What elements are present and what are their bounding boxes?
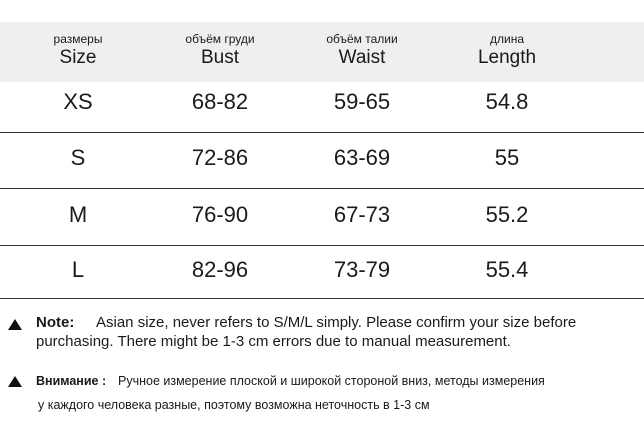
table-cell: 73-79: [333, 257, 391, 282]
column-header-ru: объём талии: [326, 32, 398, 46]
table-cell: 59-65: [333, 89, 391, 114]
table-cell: 55.2: [485, 202, 529, 227]
column-header-en: Size: [59, 47, 97, 68]
note-icon: [8, 319, 22, 330]
table-cell: 54.8: [485, 89, 529, 114]
column-header-ru: длина: [489, 32, 525, 46]
note-label: Note:: [36, 314, 75, 331]
note-text: Ручное измерение плоской и широкой сторо…: [118, 374, 545, 388]
table-cell: 55: [494, 145, 520, 170]
table-cell: XS: [63, 89, 93, 114]
row-rule: [0, 245, 644, 246]
row-rule: [0, 132, 644, 133]
table-cell: 76-90: [191, 202, 249, 227]
note-label: Внимание :: [36, 374, 107, 388]
note-text: у каждого человека разные, поэтому возмо…: [38, 398, 430, 412]
table-cell: S: [70, 145, 86, 170]
table-cell: 72-86: [191, 145, 249, 170]
column-header-en: Length: [477, 47, 537, 68]
table-cell: 68-82: [191, 89, 249, 114]
table-cell: M: [68, 202, 88, 227]
note-icon: [8, 376, 22, 387]
note-text: purchasing. There might be 1-3 cm errors…: [36, 333, 511, 350]
table-cell: 82-96: [191, 257, 249, 282]
note-text: Asian size, never refers to S/M/L simply…: [96, 314, 577, 331]
column-header-en: Bust: [200, 47, 240, 68]
column-header-ru: размеры: [53, 32, 103, 46]
header-band: [0, 22, 644, 82]
table-cell: 55.4: [485, 257, 529, 282]
column-header-en: Waist: [338, 47, 386, 68]
table-cell: L: [71, 257, 85, 282]
row-rule: [0, 298, 644, 299]
column-header-ru: объём груди: [185, 32, 255, 46]
table-cell: 67-73: [333, 202, 391, 227]
row-rule: [0, 188, 644, 189]
table-cell: 63-69: [333, 145, 391, 170]
